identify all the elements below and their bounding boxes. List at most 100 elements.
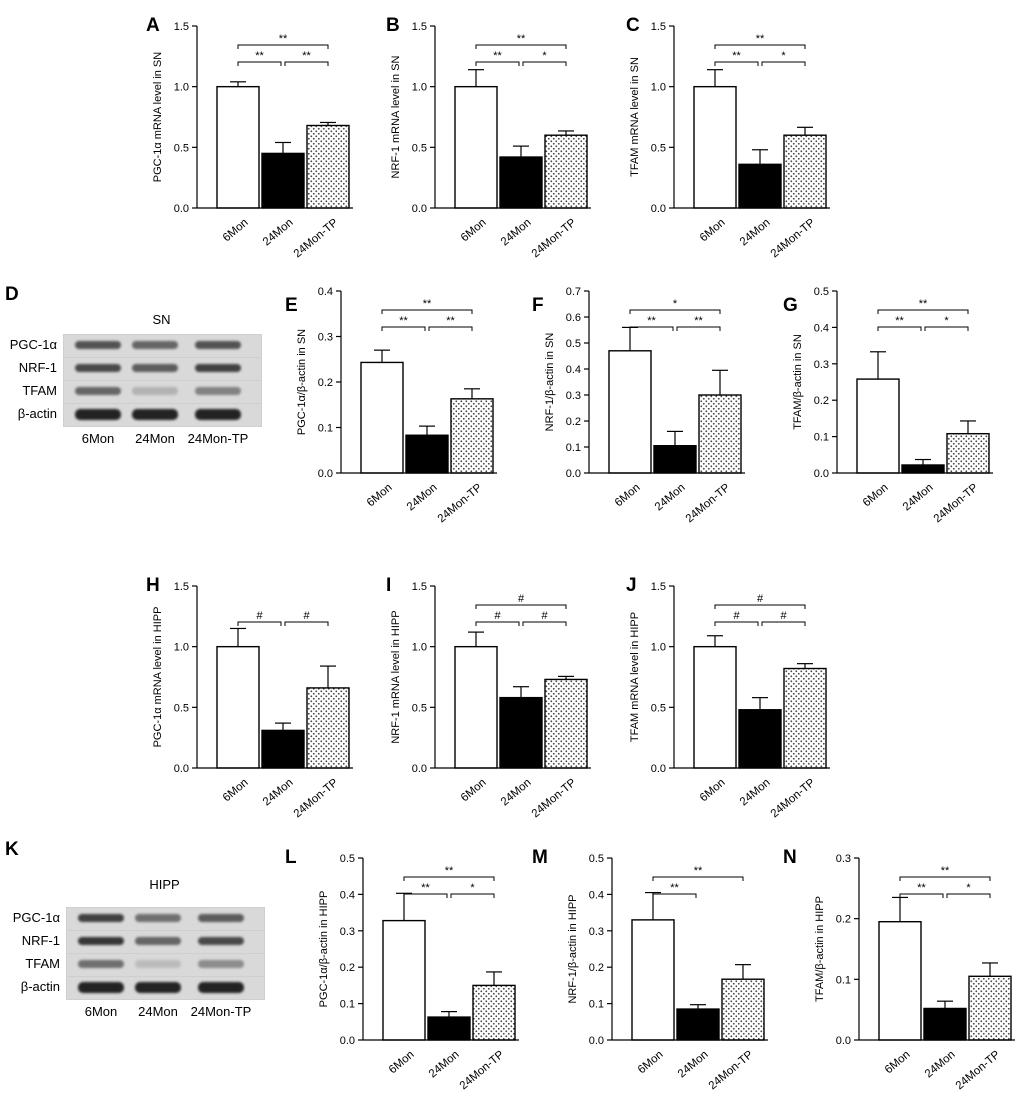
chart-panel-c: C 0.0 0.5 1.0 1.5 TFAM mRNA level in SN 6Mon 24… xyxy=(626,15,830,260)
significance-label: # xyxy=(303,610,310,622)
significance-bracket xyxy=(761,621,806,626)
y-tick-label: 0.2 xyxy=(566,416,581,428)
y-tick-label: 0.3 xyxy=(318,332,333,344)
x-tick-label: 24Mon xyxy=(653,482,688,514)
bar-24mon xyxy=(738,709,782,769)
significance-label: ** xyxy=(919,298,928,310)
x-tick-label: 24Mon xyxy=(676,1049,711,1081)
panel-letter: H xyxy=(146,575,160,596)
y-tick-label: 0.3 xyxy=(814,359,829,371)
y-axis-label: NRF-1 mRNA level in SN xyxy=(390,56,402,179)
significance-bracket xyxy=(946,893,991,898)
chart-panel-h: H 0.0 0.5 1.0 1.5 PGC-1α mRNA level in HIPP 6M… xyxy=(146,575,353,820)
blot-lane-label: 24Mon-TP xyxy=(190,1004,252,1019)
chart-panel-a: A 0.0 0.5 1.0 1.5 PGC-1α mRNA level in SN 6Mon… xyxy=(146,15,353,260)
significance-label: * xyxy=(966,882,971,894)
blot-row-label: PGC-1α xyxy=(9,337,57,352)
significance-bracket xyxy=(475,61,520,66)
significance-label: * xyxy=(470,882,475,894)
y-tick-label: 0.3 xyxy=(589,926,604,938)
x-tick-label: 24Mon-TP xyxy=(684,481,733,525)
y-tick-label: 1.5 xyxy=(651,21,666,33)
bar-6mon xyxy=(216,85,260,209)
y-tick-label: 0.4 xyxy=(318,286,333,298)
chart-panel-j: J 0.0 0.5 1.0 1.5 TFAM mRNA level in HIPP 6Mon… xyxy=(626,575,830,820)
significance-label: ** xyxy=(941,865,950,877)
blot-row-label: TFAM xyxy=(25,956,60,971)
significance-label: ** xyxy=(917,882,926,894)
significance-label: * xyxy=(673,298,678,310)
panel-letter: C xyxy=(626,15,640,36)
x-tick-label: 24Mon-TP xyxy=(932,481,981,525)
bar-24mon xyxy=(261,729,305,769)
bar-6mon xyxy=(360,361,404,474)
panel-letter: G xyxy=(783,295,798,316)
x-tick-label: 6Mon xyxy=(698,777,728,805)
blot-band xyxy=(132,387,178,395)
panel-letter: E xyxy=(285,295,298,316)
chart-panel-e: E 0.0 0.1 0.2 0.3 0.4 PGC-1α/β-actin in SN 6Mon… xyxy=(285,286,497,525)
significance-bracket xyxy=(237,621,282,626)
y-tick-label: 1.0 xyxy=(412,82,427,94)
bar-24mon xyxy=(676,1008,720,1041)
y-tick-label: 0.1 xyxy=(589,999,604,1011)
y-tick-label: 0.0 xyxy=(589,1035,604,1047)
x-tick-label: 6Mon xyxy=(221,777,251,805)
chart-panel-n: N 0.0 0.1 0.2 0.3 TFAM/β-actin in HIPP 6Mon 24M… xyxy=(783,847,1015,1092)
y-axis-label: PGC-1α mRNA level in HIPP xyxy=(152,607,164,748)
y-tick-label: 0.5 xyxy=(174,142,189,154)
significance-bracket xyxy=(676,326,721,331)
significance-label: # xyxy=(494,610,501,622)
blot-band xyxy=(78,960,124,968)
y-tick-label: 0.2 xyxy=(814,395,829,407)
blot-band xyxy=(195,364,241,372)
y-tick-label: 0.0 xyxy=(174,203,189,215)
blot-band xyxy=(135,914,181,922)
x-tick-label: 24Mon xyxy=(405,482,440,514)
significance-bracket xyxy=(629,309,721,314)
significance-label: * xyxy=(542,50,547,62)
y-tick-label: 1.5 xyxy=(174,21,189,33)
x-tick-label: 24Mon-TP xyxy=(530,776,579,820)
y-tick-label: 0.0 xyxy=(340,1035,355,1047)
bar-24mon xyxy=(261,152,305,209)
y-tick-label: 0.2 xyxy=(318,377,333,389)
bar-6mon xyxy=(454,85,498,209)
significance-label: ** xyxy=(445,865,454,877)
blot-band xyxy=(195,341,241,349)
significance-bracket xyxy=(428,326,473,331)
y-tick-label: 0.0 xyxy=(412,203,427,215)
blot-band xyxy=(198,937,244,945)
y-tick-label: 0.0 xyxy=(836,1035,851,1047)
y-tick-label: 1.5 xyxy=(174,581,189,593)
panel-letter: D xyxy=(5,284,19,305)
significance-label: # xyxy=(780,610,787,622)
x-tick-label: 24Mon-TP xyxy=(292,776,341,820)
y-tick-label: 0.5 xyxy=(412,702,427,714)
x-tick-label: 24Mon xyxy=(261,217,296,249)
y-tick-label: 0.3 xyxy=(340,926,355,938)
y-axis-label: NRF-1/β-actin in SN xyxy=(544,333,556,432)
significance-label: ** xyxy=(302,50,311,62)
y-tick-label: 0.1 xyxy=(318,423,333,435)
bar-24mon-tp xyxy=(783,667,827,769)
significance-bracket xyxy=(475,44,567,49)
y-tick-label: 0.7 xyxy=(566,286,581,298)
x-tick-label: 24Mon xyxy=(923,1049,958,1081)
significance-bracket xyxy=(284,61,329,66)
x-tick-label: 6Mon xyxy=(459,777,489,805)
blot-band xyxy=(78,914,124,922)
x-tick-label: 24Mon xyxy=(427,1049,462,1081)
x-tick-label: 24Mon-TP xyxy=(954,1048,1003,1092)
panel-letter: I xyxy=(386,575,391,596)
y-axis-label: TFAM/β-actin in SN xyxy=(792,334,804,430)
y-tick-label: 0.5 xyxy=(651,142,666,154)
panel-letter: F xyxy=(532,295,544,316)
significance-label: * xyxy=(944,315,949,327)
y-tick-label: 0.1 xyxy=(836,974,851,986)
blot-lane-label: 6Mon xyxy=(84,1004,118,1019)
bar-24mon-tp xyxy=(544,678,588,769)
significance-bracket xyxy=(652,876,744,881)
y-tick-label: 1.0 xyxy=(174,82,189,94)
significance-bracket xyxy=(450,893,495,898)
